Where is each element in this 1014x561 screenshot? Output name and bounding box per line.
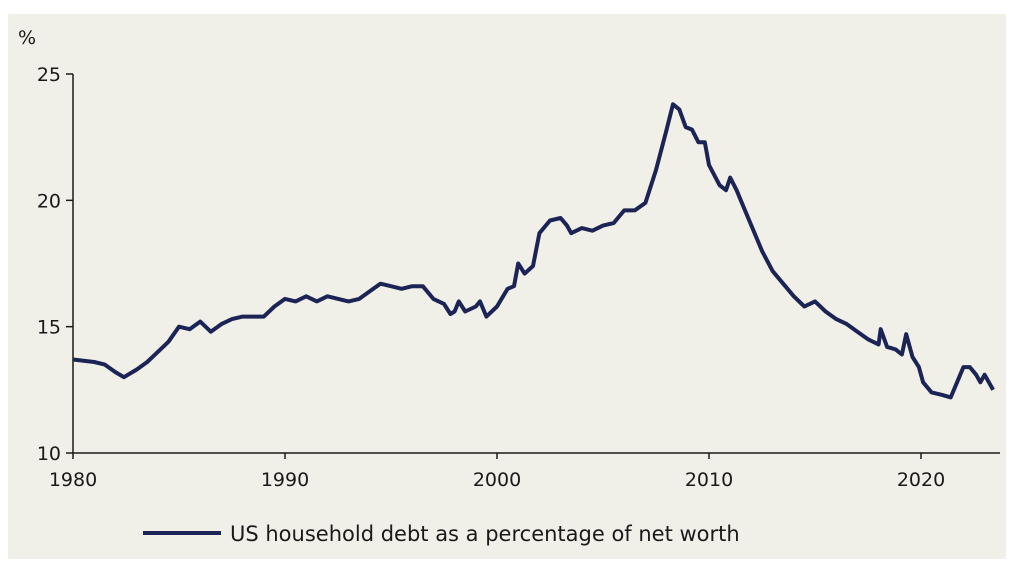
x-tick-label: 2010	[685, 469, 733, 491]
y-tick-label: 25	[37, 64, 61, 86]
y-tick-label: 10	[37, 443, 61, 465]
x-tick-label: 1980	[49, 469, 97, 491]
x-tick-label: 2000	[473, 469, 521, 491]
y-tick-label: 20	[37, 190, 61, 212]
x-tick-label: 2020	[897, 469, 945, 491]
y-axis-unit-label: %	[18, 27, 36, 49]
x-tick-label: 1990	[261, 469, 309, 491]
chart-panel	[8, 14, 1006, 559]
series-line	[72, 102, 995, 400]
legend-label: US household debt as a percentage of net…	[230, 522, 740, 546]
y-tick-label: 15	[37, 317, 61, 339]
